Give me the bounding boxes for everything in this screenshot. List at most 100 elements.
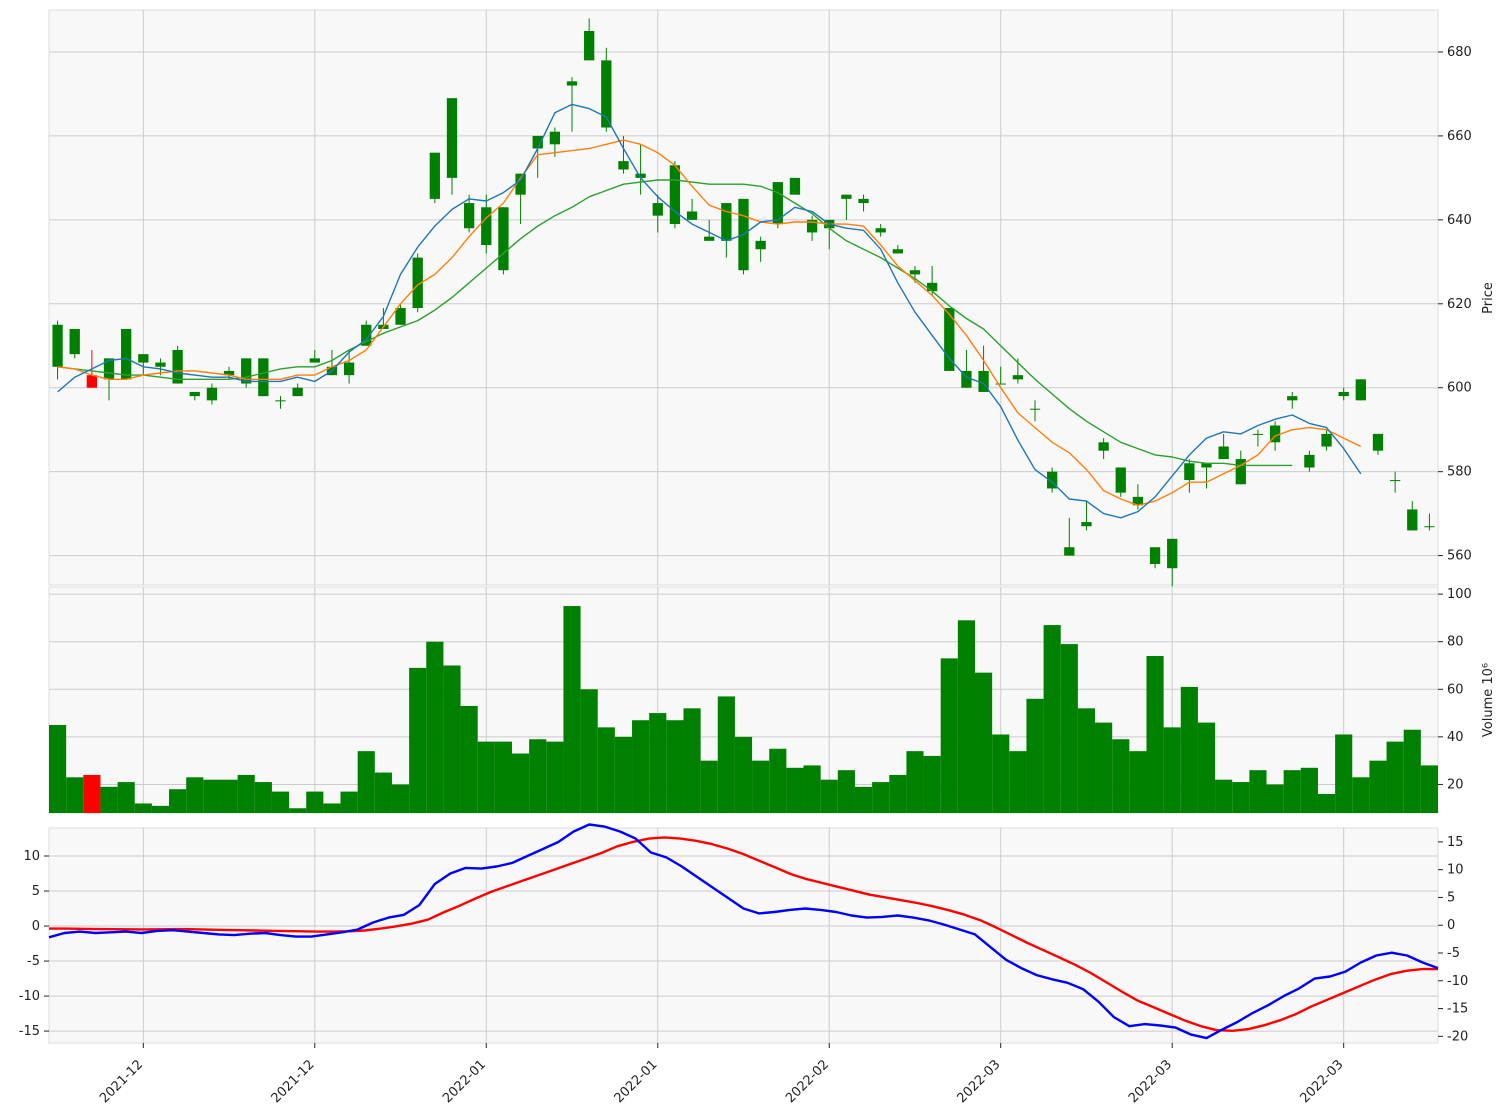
candle-body	[121, 328, 132, 380]
volume-bar	[83, 774, 101, 813]
candle-body	[704, 236, 715, 241]
candle-body	[515, 173, 526, 195]
volume-bar	[186, 777, 204, 813]
candle-body	[446, 98, 458, 178]
candle-body	[138, 354, 149, 363]
volume-bar	[237, 774, 255, 813]
volume-bar	[1300, 767, 1318, 813]
candle-body	[103, 358, 115, 380]
candle-body	[721, 203, 732, 241]
volume-bar	[1283, 770, 1301, 813]
volume-bar	[940, 658, 958, 813]
candle-body	[1115, 467, 1126, 493]
volume-bar	[614, 736, 633, 813]
volume-bar	[837, 770, 855, 813]
macd-right-tick-label: -15	[1447, 1002, 1468, 1017]
candle-body	[86, 375, 98, 388]
volume-bar	[546, 741, 564, 813]
candle-body	[1098, 442, 1109, 451]
price-panel-background	[48, 9, 1439, 586]
price-tick-label: 600	[1447, 381, 1472, 396]
x-tick-label: 2022-03	[1297, 1057, 1346, 1106]
candle-body	[69, 328, 80, 355]
volume-bar	[1197, 722, 1216, 813]
volume-bar	[49, 724, 67, 813]
candle-body	[429, 152, 440, 199]
candle-body	[1218, 446, 1229, 460]
volume-bar	[1317, 793, 1336, 813]
volume-bar	[1335, 734, 1353, 813]
x-tick-label: 2022-03	[1126, 1057, 1175, 1106]
candle-body	[1029, 408, 1041, 410]
volume-bar	[1163, 727, 1181, 813]
candle-body	[1407, 509, 1418, 531]
candle-body	[961, 370, 972, 388]
x-tick-label: 2022-01	[440, 1057, 489, 1106]
volume-bar	[906, 751, 924, 813]
price-tick-label: 620	[1447, 297, 1472, 312]
volume-bar	[169, 789, 187, 813]
volume-bar	[426, 641, 444, 813]
macd-left-tick-label: 10	[23, 849, 40, 864]
candle-body	[309, 358, 320, 363]
volume-bar	[1386, 741, 1404, 813]
volume-bar	[477, 741, 495, 813]
price-tick-label: 680	[1447, 45, 1472, 60]
volume-bar	[1060, 644, 1078, 813]
candle-body	[686, 211, 698, 220]
volume-tick-label: 80	[1447, 635, 1464, 650]
candle-body	[635, 173, 646, 178]
candle-body	[532, 135, 543, 149]
volume-bar	[683, 708, 701, 813]
volume-bar	[1369, 760, 1387, 813]
candle-body	[806, 219, 818, 233]
macd-right-tick-label: -20	[1447, 1029, 1468, 1044]
volume-bar	[597, 727, 615, 813]
volume-bar	[923, 755, 941, 813]
volume-bar	[151, 805, 170, 813]
candle-body	[463, 203, 475, 229]
candle-body	[189, 391, 200, 397]
candle-body	[223, 370, 235, 376]
macd-left-tick-label: -10	[19, 989, 40, 1004]
volume-bar	[563, 606, 581, 813]
volume-bar	[752, 760, 770, 813]
macd-right-tick-label: 0	[1447, 918, 1455, 933]
macd-right-tick-label: 10	[1447, 863, 1464, 878]
macd-panel: -15 -10 -5 0 5 10 -20 -15 -10 -5 0 5 10 15	[19, 823, 1468, 1044]
volume-bar	[220, 779, 238, 813]
candle-body	[875, 228, 886, 233]
candle-body	[258, 358, 269, 397]
moving-average-slow-line	[57, 179, 1293, 467]
candle-body	[1167, 538, 1178, 569]
candle-body	[909, 270, 921, 275]
volume-bar	[1232, 782, 1250, 813]
candle-body	[601, 60, 612, 128]
volume-bar	[632, 720, 650, 813]
candle-body	[652, 203, 663, 216]
candle-body	[1149, 547, 1161, 565]
volume-bar	[357, 751, 375, 813]
macd-left-tick-label: 0	[32, 919, 40, 934]
candle-body	[481, 207, 492, 246]
candle-body	[1184, 463, 1195, 481]
candle-body	[1012, 375, 1024, 380]
candle-body	[566, 81, 578, 86]
volume-bar	[306, 791, 324, 813]
volume-bar	[100, 786, 118, 813]
volume-bar	[1249, 770, 1267, 813]
macd-left-tick-label: 5	[32, 884, 40, 899]
candle-body	[1355, 379, 1366, 401]
candle-body	[669, 165, 681, 225]
candle-body	[206, 387, 218, 401]
candle-body	[755, 240, 766, 250]
candle-body	[892, 249, 903, 254]
volume-bar	[271, 791, 290, 813]
volume-bar	[1112, 739, 1130, 813]
candle-body	[292, 387, 303, 397]
candle-body	[1424, 526, 1435, 528]
volume-tick-label: 20	[1447, 777, 1464, 792]
volume-tick-label: 100	[1447, 587, 1472, 602]
candle-body	[395, 307, 406, 325]
